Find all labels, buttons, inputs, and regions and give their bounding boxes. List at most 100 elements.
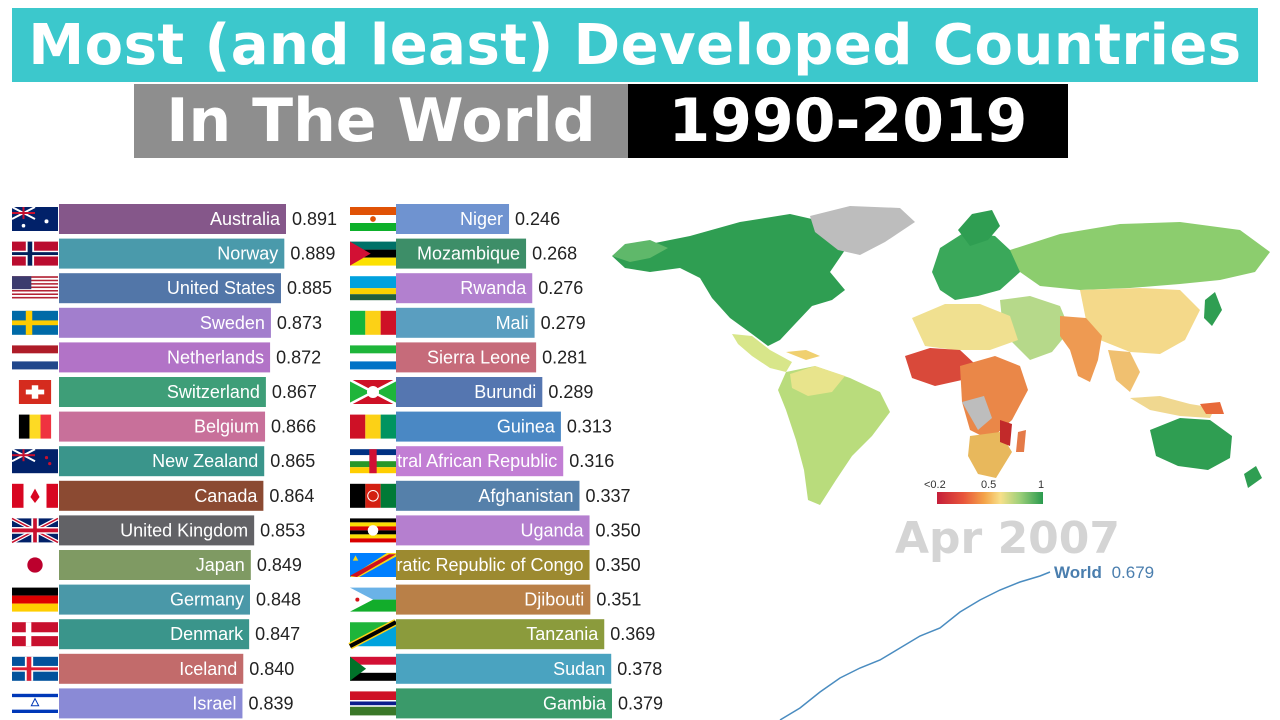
map-central-africa: [960, 356, 1028, 440]
bar-niger: [396, 204, 510, 234]
bar-label: Australia: [210, 209, 281, 229]
bar-label: Canada: [194, 486, 258, 506]
map-greenland: [810, 206, 915, 255]
bar-label: Mali: [496, 313, 529, 333]
bar-label: Sweden: [200, 313, 265, 333]
bar-label: Germany: [170, 590, 244, 610]
flag-icon-australia-flag: [11, 206, 58, 231]
value-label: 0.337: [585, 486, 630, 506]
map-north-america: [612, 214, 845, 346]
bar-label: Iceland: [179, 659, 237, 679]
bar-label: Belgium: [194, 417, 259, 437]
bar-united-states: [59, 273, 281, 304]
map-alaska: [612, 240, 668, 262]
bar-japan: [59, 550, 251, 580]
subtitle-years: 1990-2019: [668, 86, 1028, 156]
bar-label: Netherlands: [167, 347, 264, 367]
title-banner: Most (and least) Developed Countries: [12, 8, 1258, 82]
bar-label: Sierra Leone: [427, 347, 530, 367]
value-label: 0.246: [515, 209, 560, 229]
value-label: 0.279: [541, 313, 586, 333]
bar-label: Mozambique: [417, 244, 520, 264]
value-label: 0.268: [532, 244, 577, 264]
bar-iceland: [59, 653, 244, 684]
flag-icon-japan-flag: [12, 553, 58, 577]
world-series-name: World: [1054, 563, 1102, 582]
flag-icon-mozambique-flag: [350, 241, 396, 266]
bar-drc: [396, 550, 590, 580]
flag-icon-sierra-leone-flag: [350, 345, 396, 370]
value-label: 0.864: [269, 486, 314, 506]
legend-min-label: <0.2: [924, 479, 946, 491]
bar-new-zealand: [59, 446, 265, 477]
bar-mozambique: [396, 238, 527, 269]
bar-label: New Zealand: [152, 451, 258, 471]
bar-label: United Kingdom: [120, 520, 248, 540]
bar-sweden: [59, 307, 271, 338]
map-europe: [932, 232, 1030, 300]
value-label: 0.840: [249, 659, 294, 679]
bar-denmark: [59, 619, 250, 650]
value-label: 0.350: [596, 555, 641, 575]
bar-germany: [59, 584, 250, 615]
value-label: 0.891: [292, 209, 337, 229]
bar-sierra-leone: [396, 342, 537, 373]
bar-israel: [59, 688, 243, 719]
value-label: 0.316: [569, 451, 614, 471]
value-label: 0.853: [260, 520, 305, 540]
value-label: 0.889: [290, 244, 335, 264]
value-label: 0.848: [256, 590, 301, 610]
bar-label: Denmark: [170, 624, 244, 644]
bar-label: Sudan: [553, 659, 605, 679]
bar-burundi: [396, 377, 543, 407]
date-label: Apr 2007: [895, 513, 1120, 564]
value-label: 0.276: [538, 278, 583, 298]
value-label: 0.865: [270, 451, 315, 471]
map-india: [1060, 316, 1102, 382]
bar-label: United States: [167, 278, 275, 298]
map-australia: [1150, 418, 1232, 470]
map-japan: [1204, 292, 1222, 326]
bar-central-african-republic: [396, 446, 564, 477]
map-southeast-asia: [1108, 350, 1140, 392]
value-label: 0.873: [277, 313, 322, 333]
world-series-value: 0.679: [1112, 563, 1155, 582]
bar-gambia: [396, 688, 612, 719]
bar-afghanistan: [396, 480, 580, 511]
flag-icon-uganda-flag: [350, 518, 396, 543]
map-russia-asia: [1010, 222, 1270, 290]
value-label: 0.849: [257, 555, 302, 575]
flag-icon-switzerland-flag: [18, 380, 52, 404]
bar-guinea: [396, 411, 561, 442]
bar-label: Afghanistan: [478, 486, 573, 506]
map-south-america: [778, 366, 890, 505]
value-label: 0.289: [548, 382, 593, 402]
flag-icon-netherlands-flag: [12, 345, 58, 370]
map-central-america: [732, 334, 792, 372]
value-label: 0.351: [596, 590, 641, 610]
bar-label: Rwanda: [460, 278, 527, 298]
map-papua: [1200, 402, 1224, 414]
bar-djibouti: [396, 584, 591, 615]
map-scandinavia: [958, 210, 1000, 246]
flag-icon-denmark-flag: [12, 622, 58, 647]
flag-icon-sweden-flag: [12, 310, 58, 335]
bar-australia: [59, 204, 286, 234]
world-trend-line: World 0.679: [779, 563, 1155, 720]
value-label: 0.313: [567, 417, 612, 437]
value-label: 0.847: [255, 624, 300, 644]
bar-label: Niger: [460, 209, 503, 229]
flag-icon-mali-flag: [350, 310, 396, 335]
world-series-line: [779, 571, 1051, 720]
bar-label: Switzerland: [167, 382, 260, 402]
bar-label: Burundi: [474, 382, 536, 402]
bar-tanzania: [396, 619, 605, 650]
flag-icon-united-kingdom-flag: [11, 516, 59, 545]
bar-label: Djibouti: [524, 590, 584, 610]
flag-icon-new-zealand-flag: [11, 448, 58, 474]
value-label: 0.866: [271, 417, 316, 437]
map-north-africa: [912, 304, 1018, 350]
flag-icon-djibouti-flag: [350, 587, 396, 612]
bar-netherlands: [59, 342, 271, 373]
